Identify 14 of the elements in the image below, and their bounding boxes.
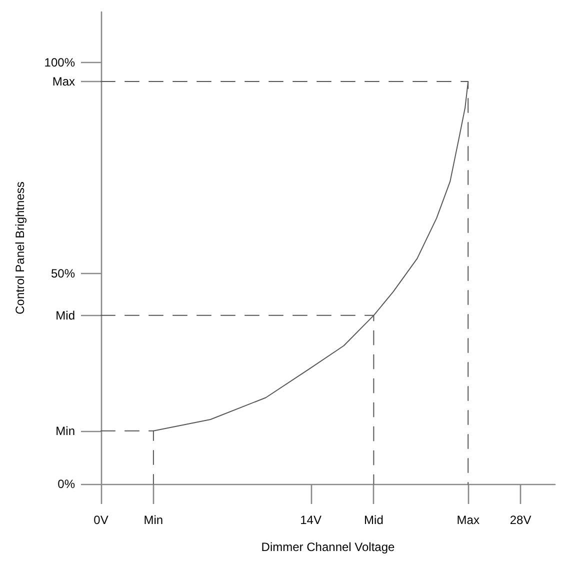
x-tick-label: 28V [510, 513, 532, 527]
y-tick-label: 50% [50, 266, 76, 280]
y-axis-title: Control Panel Brightness [13, 182, 27, 314]
y-tick-label: 100% [44, 56, 76, 70]
x-tick-label: 14V [300, 513, 322, 527]
x-tick-label: Min [144, 513, 164, 527]
x-axis-title: Dimmer Channel Voltage [261, 540, 396, 554]
y-tick-label: Max [52, 74, 75, 89]
y-tick-label: Mid [56, 308, 75, 322]
y-tick-label: 0% [58, 477, 76, 491]
y-tick-label: Min [56, 424, 75, 438]
x-tick-label: Mid [364, 513, 384, 527]
x-tick-label: 0V [94, 513, 108, 527]
x-tick-label: Max [456, 513, 480, 527]
